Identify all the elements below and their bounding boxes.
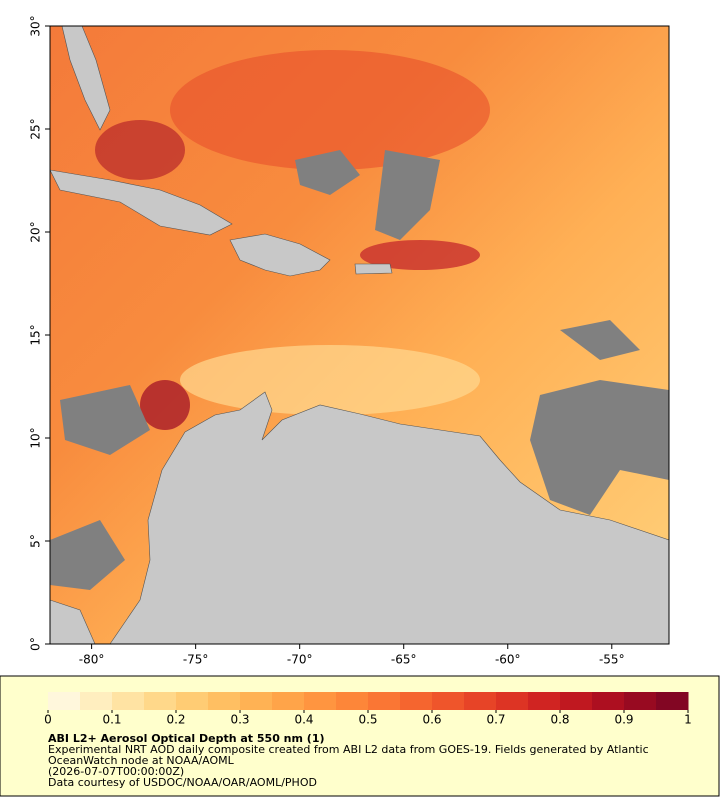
caption-description: Experimental NRT AOD daily composite cre… (48, 743, 649, 767)
y-tick-label: 15° (29, 324, 43, 345)
aerosol-patch (170, 50, 490, 170)
colorbar-tick-label: 0.4 (294, 713, 313, 727)
puerto-rico (354, 263, 393, 275)
colorbar-tick-label: 0 (44, 713, 52, 727)
map-area (49, 25, 670, 645)
cuba (49, 169, 233, 236)
aerosol-patch (140, 380, 190, 430)
colorbar-tick-label: 0.9 (614, 713, 633, 727)
colorbar-swatch (624, 692, 657, 710)
caption-date: (2026-07-07T00:00:00Z) (48, 765, 185, 778)
south-america (109, 391, 670, 645)
colorbar-swatch (304, 692, 337, 710)
colorbar-swatch (240, 692, 273, 710)
colorbar-swatch (592, 692, 625, 710)
colorbar-swatch (368, 692, 401, 710)
x-tick-label: -60° (495, 653, 521, 667)
colorbar-tick-label: 0.6 (422, 713, 441, 727)
y-tick-label: 25° (29, 118, 43, 139)
colorbar-swatch (176, 692, 209, 710)
aerosol-patch (180, 345, 480, 415)
clouds (50, 150, 669, 590)
colorbar-tick-label: 0.7 (486, 713, 505, 727)
colorbar-swatch (560, 692, 593, 710)
x-tick-label: -80° (79, 653, 105, 667)
colorbar-tick-label: 0.8 (550, 713, 569, 727)
colorbar-swatch (80, 692, 113, 710)
x-tick-label: -70° (287, 653, 313, 667)
y-tick-label: 30° (29, 15, 43, 36)
cloud (50, 520, 125, 590)
colorbar-tick-label: 0.3 (230, 713, 249, 727)
cloud (530, 380, 669, 515)
caption-credit: Data courtesy of USDOC/NOAA/OAR/AOML/PHO… (48, 776, 317, 789)
y-tick-label: 0° (29, 637, 43, 651)
cloud (60, 385, 150, 455)
florida (61, 25, 111, 131)
colorbar-tick-label: 0.1 (102, 713, 121, 727)
colorbar-swatch (656, 692, 689, 710)
cloud (560, 320, 640, 360)
colorbar: 0 0.1 0.2 0.3 0.4 0.5 0.6 0.7 0.8 0.9 1 (44, 692, 692, 727)
y-tick-label: 10° (29, 427, 43, 448)
colorbar-swatch (272, 692, 305, 710)
y-tick-label: 20° (29, 221, 43, 242)
cloud (375, 150, 440, 240)
x-tick-label: -55° (599, 653, 625, 667)
colorbar-swatch (400, 692, 433, 710)
hispaniola (229, 233, 331, 277)
colorbar-swatch (528, 692, 561, 710)
x-tick-label: -75° (183, 653, 209, 667)
colorbar-tick-label: 0.2 (166, 713, 185, 727)
colorbar-tick-label: 1 (684, 713, 692, 727)
aerosol-patch (360, 240, 480, 270)
colorbar-swatch (432, 692, 465, 710)
land (49, 25, 670, 645)
colorbar-swatch (496, 692, 529, 710)
colorbar-swatch (208, 692, 241, 710)
x-tick-label: -65° (391, 653, 417, 667)
aerosol-patch (95, 120, 185, 180)
cloud (295, 150, 360, 195)
colorbar-swatch (464, 692, 497, 710)
colorbar-swatch (48, 692, 81, 710)
title: ABI L2+ Aerosol Optical Depth at 550 nm … (48, 732, 325, 745)
y-tick-label: 5° (29, 534, 43, 548)
colorbar-swatch (144, 692, 177, 710)
colorbar-swatch (112, 692, 145, 710)
colorbar-tick-label: 0.5 (358, 713, 377, 727)
colorbar-swatch (336, 692, 369, 710)
